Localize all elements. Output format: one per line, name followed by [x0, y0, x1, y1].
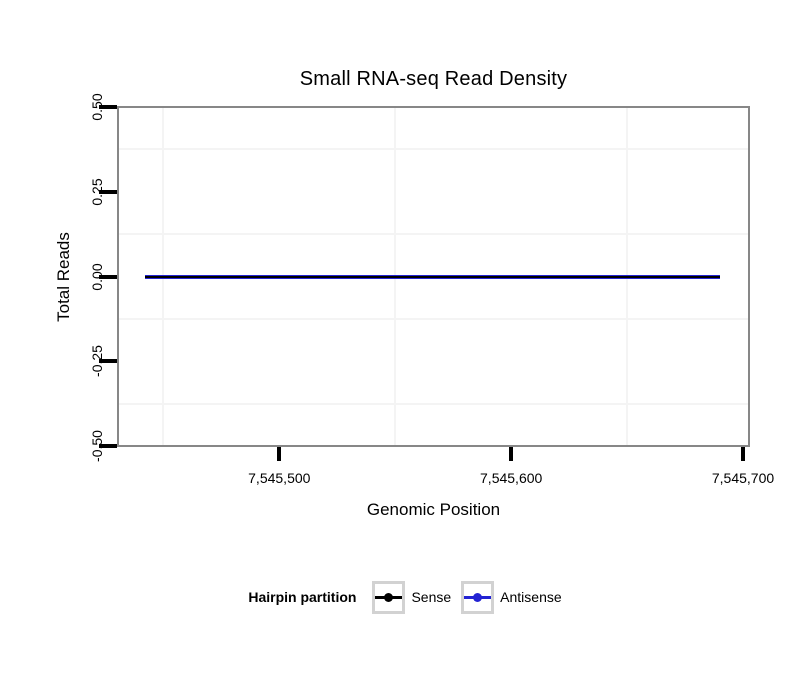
chart-title: Small RNA-seq Read Density — [299, 68, 568, 90]
legend-entries: Sense Antisense — [372, 580, 562, 614]
legend-key-sense — [372, 580, 406, 614]
x-tick-label: 7,545,700 — [711, 470, 775, 486]
gridline-minor-horizontal — [119, 402, 748, 405]
x-tick-label: 7,545,500 — [248, 470, 311, 486]
x-tick-mark — [277, 447, 282, 461]
y-tick-mark — [99, 274, 117, 279]
y-tick-label: 0.25 — [89, 178, 105, 206]
y-tick-mark — [99, 359, 117, 364]
gridline-minor-horizontal — [119, 317, 748, 320]
legend-entry-sense: Sense — [372, 580, 452, 614]
legend-label-sense: Sense — [411, 589, 452, 605]
y-tick-mark — [99, 105, 117, 110]
x-tick-mark — [509, 447, 514, 461]
legend-label-antisense: Antisense — [500, 589, 562, 605]
gridline-minor-horizontal — [119, 233, 748, 236]
y-tick-label: 0.00 — [89, 262, 105, 291]
y-tick-label: -0.25 — [89, 345, 105, 378]
y-tick-mark — [99, 443, 117, 448]
y-tick-label: -0.50 — [89, 430, 105, 462]
x-tick-label: 7,545,600 — [480, 470, 543, 486]
legend-key-dot-sense — [384, 592, 394, 602]
series-line-sense — [144, 275, 720, 278]
x-tick-mark — [741, 447, 746, 461]
y-tick-label: 0.50 — [89, 93, 105, 121]
legend: Hairpin partition Sense Antisense — [0, 580, 810, 614]
legend-title: Hairpin partition — [248, 589, 357, 605]
y-tick-mark — [99, 189, 117, 194]
gridline-minor-horizontal — [119, 148, 748, 151]
legend-key-dot-antisense — [473, 592, 483, 602]
y-axis-title: Total Reads — [54, 232, 73, 322]
x-axis-title: Genomic Position — [366, 500, 501, 519]
legend-key-antisense — [461, 580, 495, 614]
legend-entry-antisense: Antisense — [461, 580, 562, 614]
